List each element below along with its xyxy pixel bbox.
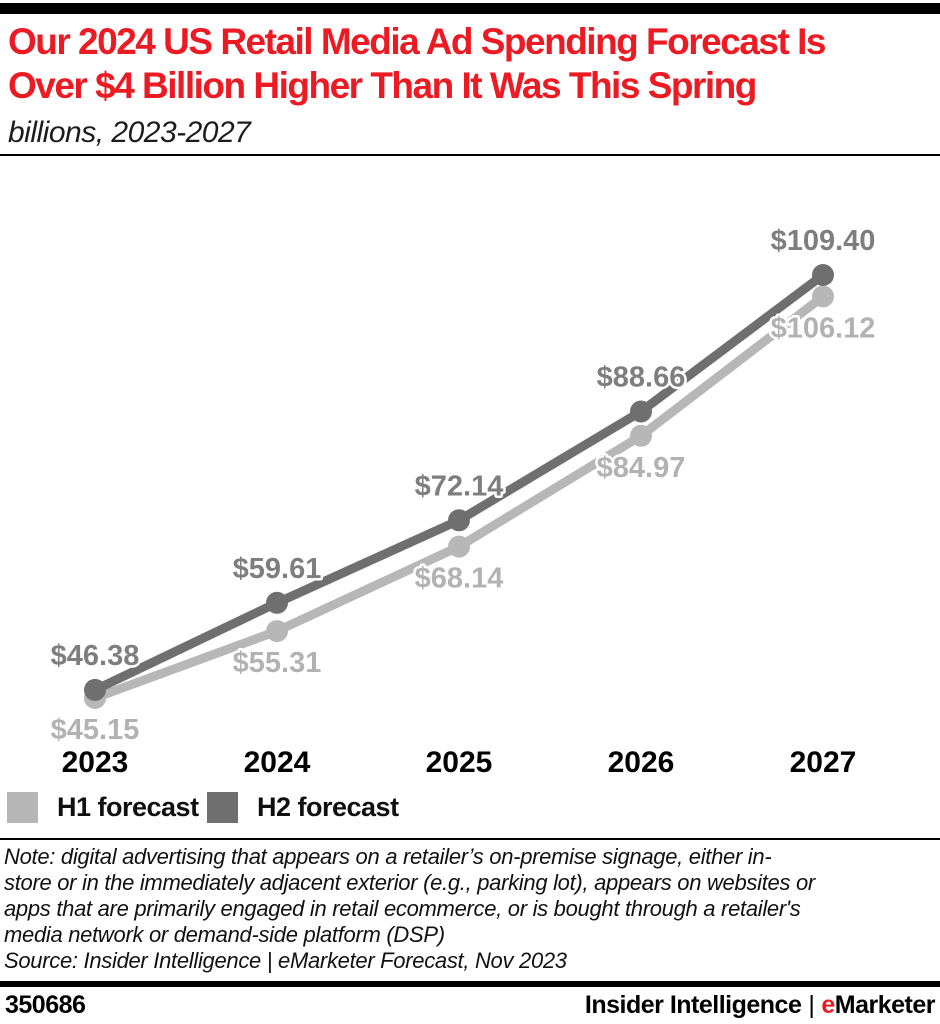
data-point-h1-2026 [630, 424, 652, 447]
chart-id: 350686 [5, 991, 86, 1019]
chart-subtitle: billions, 2023-2027 [8, 116, 251, 149]
data-point-h2-2026 [630, 400, 652, 423]
legend-label-h2: H2 forecast [257, 792, 399, 822]
note-line: Note: digital advertising that appears o… [4, 844, 772, 869]
legend-item-h1-forecast: H1 forecast [7, 792, 199, 823]
page-title: Our 2024 US Retail Media Ad Spending For… [8, 20, 932, 108]
value-label-h2-2027: $109.40 [771, 225, 876, 257]
data-point-h1-2024 [266, 620, 288, 643]
value-label-h1-2023: $45.15 [51, 714, 140, 746]
data-point-h2-2027 [812, 264, 834, 286]
brand-e: e [821, 991, 835, 1019]
data-point-h1-2025 [448, 535, 470, 558]
data-point-h2-2023 [84, 678, 106, 701]
note-line: apps that are primarily engaged in retai… [4, 896, 801, 921]
x-axis-label-2024: 2024 [244, 746, 311, 779]
footer-divider-bar [0, 981, 940, 987]
legend-swatch-h2 [207, 792, 238, 823]
page-title-line-1: Our 2024 US Retail Media Ad Spending For… [8, 21, 826, 62]
value-label-h1-2024: $55.31 [233, 647, 322, 679]
value-label-h1-2027: $106.12 [771, 313, 876, 345]
chart-legend: H1 forecast H2 forecast [0, 792, 940, 824]
note-line: media network or demand-side platform (D… [4, 922, 445, 947]
x-axis-label-2027: 2027 [790, 746, 857, 779]
legend-item-h2-forecast: H2 forecast [207, 792, 399, 823]
x-axis-label-2023: 2023 [62, 746, 129, 779]
value-label-h2-2025: $72.14 [415, 470, 504, 502]
value-label-h2-2026: $88.66 [597, 362, 686, 394]
forecast-line-chart: $45.15 $55.31 $68.14 $84.97 $106.12 $46.38 $59… [50, 225, 876, 779]
chart-header: Our 2024 US Retail Media Ad Spending For… [8, 20, 932, 149]
brand-rest: Marketer [834, 991, 936, 1019]
header-divider [0, 154, 940, 156]
page-footer: 350686 Insider Intelligence | eMarketer [5, 991, 936, 1020]
data-point-h2-2024 [266, 591, 288, 614]
value-label-h1-2025: $68.14 [415, 563, 504, 595]
footnote-block: Note: digital advertising that appears o… [4, 844, 815, 974]
value-label-h2-2023: $46.38 [51, 640, 140, 672]
top-accent-bar [0, 3, 940, 14]
source-line: Source: Insider Intelligence | eMarketer… [4, 948, 567, 973]
x-axis-label-2026: 2026 [608, 746, 675, 779]
footnote-divider [0, 838, 940, 840]
note-line: store or in the immediately adjacent ext… [4, 870, 815, 895]
legend-label-h1: H1 forecast [57, 792, 199, 822]
value-label-h1-2026: $84.97 [597, 452, 686, 484]
brand-logo: Insider Intelligence | eMarketer [584, 991, 936, 1020]
page-title-line-2: Over $4 Billion Higher Than It Was This … [8, 65, 757, 106]
data-point-h1-2027 [812, 285, 834, 308]
data-point-h2-2025 [448, 509, 470, 532]
brand-left: Insider Intelligence [584, 991, 802, 1019]
value-label-h2-2024: $59.61 [233, 553, 322, 585]
brand-separator: | [808, 991, 815, 1019]
x-axis-label-2025: 2025 [426, 746, 493, 779]
legend-swatch-h1 [7, 792, 38, 823]
